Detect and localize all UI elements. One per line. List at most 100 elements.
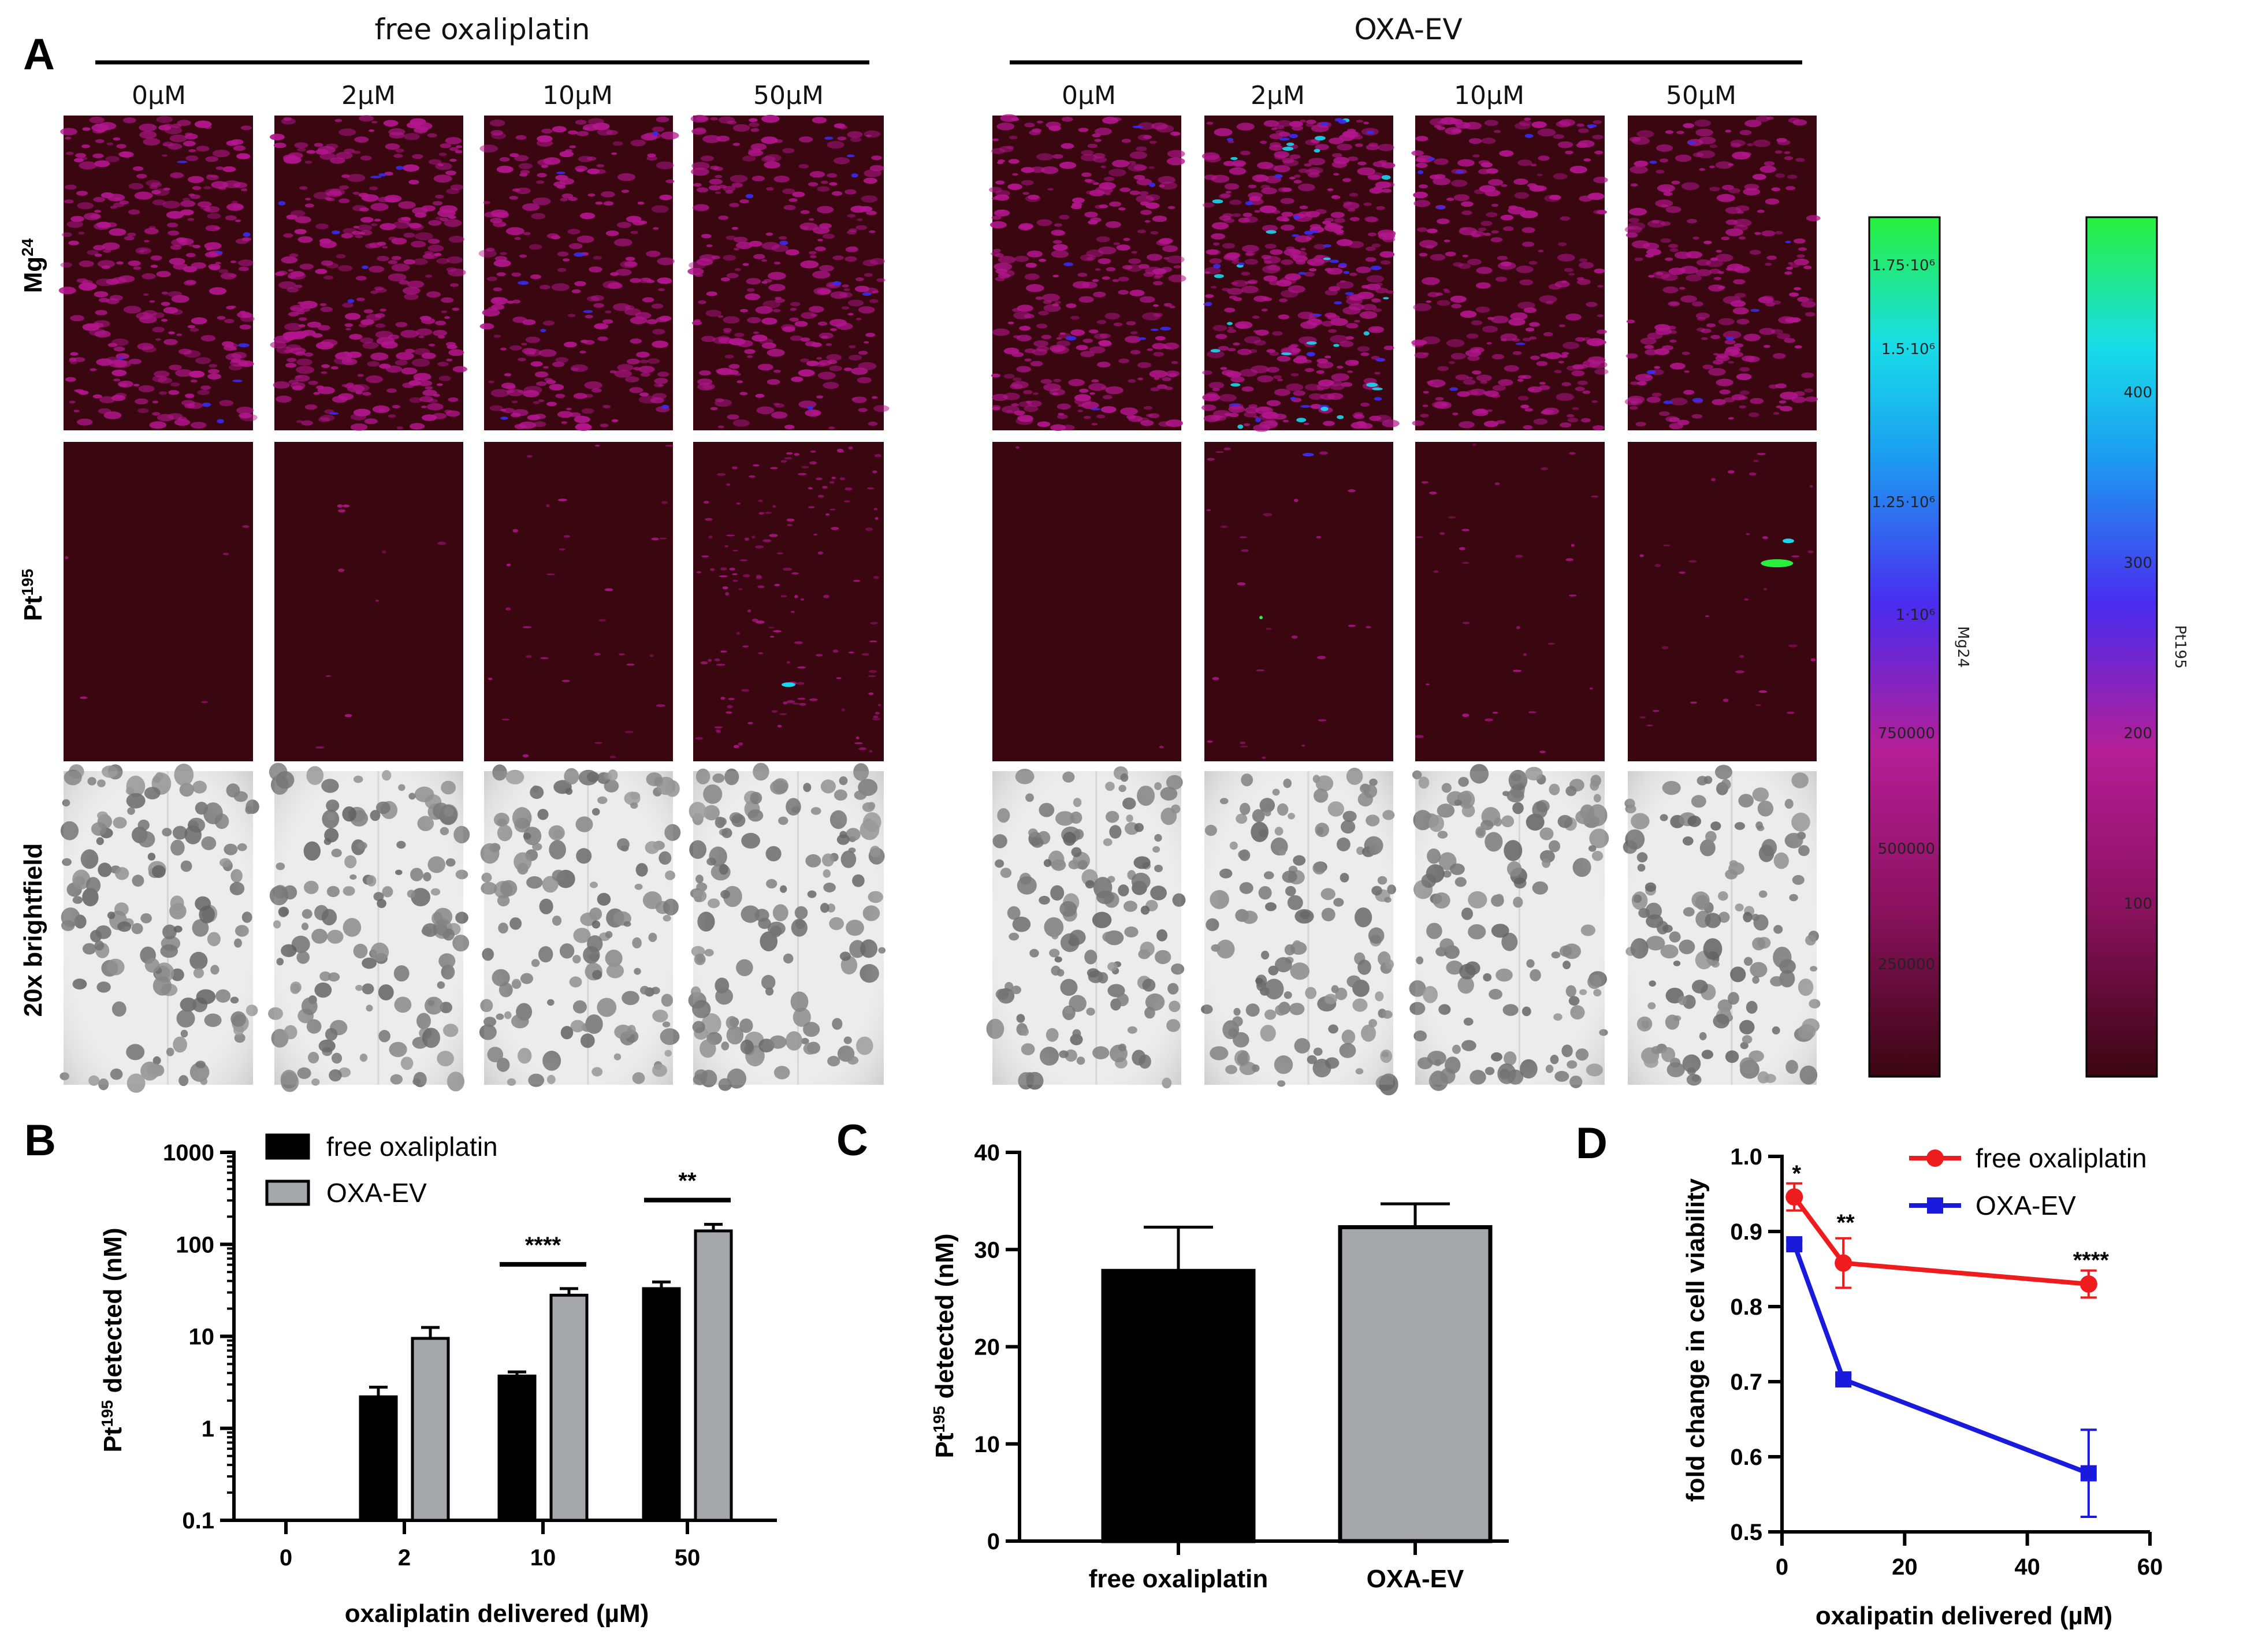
signal-spot	[640, 372, 650, 377]
signal-spot	[1357, 346, 1370, 352]
signal-spot	[189, 328, 199, 332]
signal-spot	[773, 262, 781, 265]
signal-spot	[1530, 355, 1540, 360]
signal-spot	[1567, 418, 1579, 423]
signal-spot	[661, 279, 672, 284]
signal-spot	[1233, 342, 1240, 346]
signal-spot	[1528, 386, 1542, 393]
signal-spot	[642, 297, 654, 303]
signal-spot	[1305, 237, 1312, 240]
signal-spot	[441, 297, 454, 303]
signal-spot	[275, 271, 285, 276]
signal-spot	[1415, 735, 1424, 738]
signal-spot	[1591, 495, 1599, 498]
signal-spot	[1105, 221, 1121, 228]
signal-spot	[111, 338, 129, 346]
signal-spot	[1286, 383, 1304, 391]
hot-spot	[1063, 262, 1073, 266]
signal-spot	[1492, 385, 1506, 391]
signal-spot	[156, 116, 173, 124]
signal-spot	[1346, 323, 1359, 329]
signal-spot	[641, 133, 657, 141]
signal-spot	[866, 135, 872, 137]
signal-spot	[1149, 140, 1157, 144]
signal-spot	[70, 352, 79, 356]
signal-spot	[1803, 265, 1812, 269]
signal-spot	[1038, 311, 1049, 316]
signal-spot	[1326, 223, 1338, 228]
ytick-label-b: 0.1	[182, 1508, 214, 1534]
signal-spot	[1490, 237, 1503, 243]
signal-spot	[847, 312, 854, 316]
signal-spot	[191, 262, 206, 269]
signal-spot	[1101, 386, 1108, 390]
signal-spot	[726, 273, 739, 278]
signal-spot	[107, 343, 118, 347]
signal-spot	[1288, 345, 1297, 349]
signal-spot	[360, 230, 373, 236]
signal-spot	[233, 182, 248, 188]
signal-spot	[1737, 211, 1744, 214]
signal-spot	[1011, 403, 1019, 407]
ms-image-bg	[992, 442, 1181, 761]
signal-spot	[1515, 122, 1531, 130]
signal-spot	[183, 198, 190, 202]
signal-spot	[1208, 382, 1225, 389]
signal-spot	[1093, 333, 1108, 340]
signal-spot	[1244, 259, 1258, 265]
signal-spot	[752, 535, 756, 539]
hot-spot	[1286, 142, 1294, 146]
signal-spot	[1493, 129, 1501, 133]
signal-spot	[237, 361, 249, 367]
signal-spot	[1293, 390, 1305, 396]
signal-spot	[273, 335, 292, 344]
signal-spot	[101, 265, 110, 269]
signal-spot	[1513, 669, 1522, 672]
signal-spot	[1356, 120, 1363, 123]
hot-spot	[1148, 183, 1156, 187]
ytick-label-c: 30	[974, 1237, 1000, 1263]
signal-spot	[1674, 251, 1691, 259]
signal-spot	[1124, 336, 1141, 343]
signal-spot	[1158, 176, 1175, 184]
signal-spot	[1308, 317, 1317, 321]
signal-spot	[1669, 339, 1677, 343]
signal-spot	[1221, 370, 1236, 376]
signal-spot	[1482, 391, 1491, 395]
signal-spot	[870, 258, 886, 265]
signal-spot	[851, 367, 868, 375]
signal-spot	[1427, 379, 1446, 388]
signal-spot	[1096, 414, 1106, 419]
signal-spot	[656, 161, 674, 170]
signal-spot	[1512, 351, 1522, 355]
signal-spot	[748, 147, 761, 154]
hot-spot	[807, 405, 813, 410]
signal-spot	[1345, 336, 1354, 340]
signal-spot	[1262, 411, 1279, 419]
signal-spot	[1120, 407, 1138, 415]
signal-spot	[1499, 150, 1514, 157]
signal-spot	[1220, 193, 1232, 198]
signal-spot	[1097, 362, 1111, 368]
signal-spot	[419, 315, 431, 321]
signal-spot	[1128, 258, 1141, 264]
signal-spot	[1668, 244, 1679, 248]
signal-spot	[1330, 211, 1345, 218]
signal-spot	[1537, 128, 1556, 137]
signal-spot	[786, 452, 793, 455]
signal-spot	[1349, 192, 1359, 197]
signal-spot	[1651, 392, 1662, 397]
signal-spot	[1008, 159, 1020, 164]
signal-spot	[1710, 334, 1720, 340]
signal-spot	[1278, 187, 1290, 192]
signal-spot	[1657, 184, 1675, 192]
signal-spot	[555, 393, 566, 399]
hot-spot	[1428, 157, 1435, 161]
signal-spot	[1342, 178, 1352, 183]
signal-spot	[654, 378, 668, 384]
signal-spot	[822, 233, 835, 239]
signal-spot	[391, 263, 410, 272]
signal-spot	[822, 486, 828, 489]
signal-spot	[60, 128, 77, 136]
signal-spot	[345, 328, 351, 331]
